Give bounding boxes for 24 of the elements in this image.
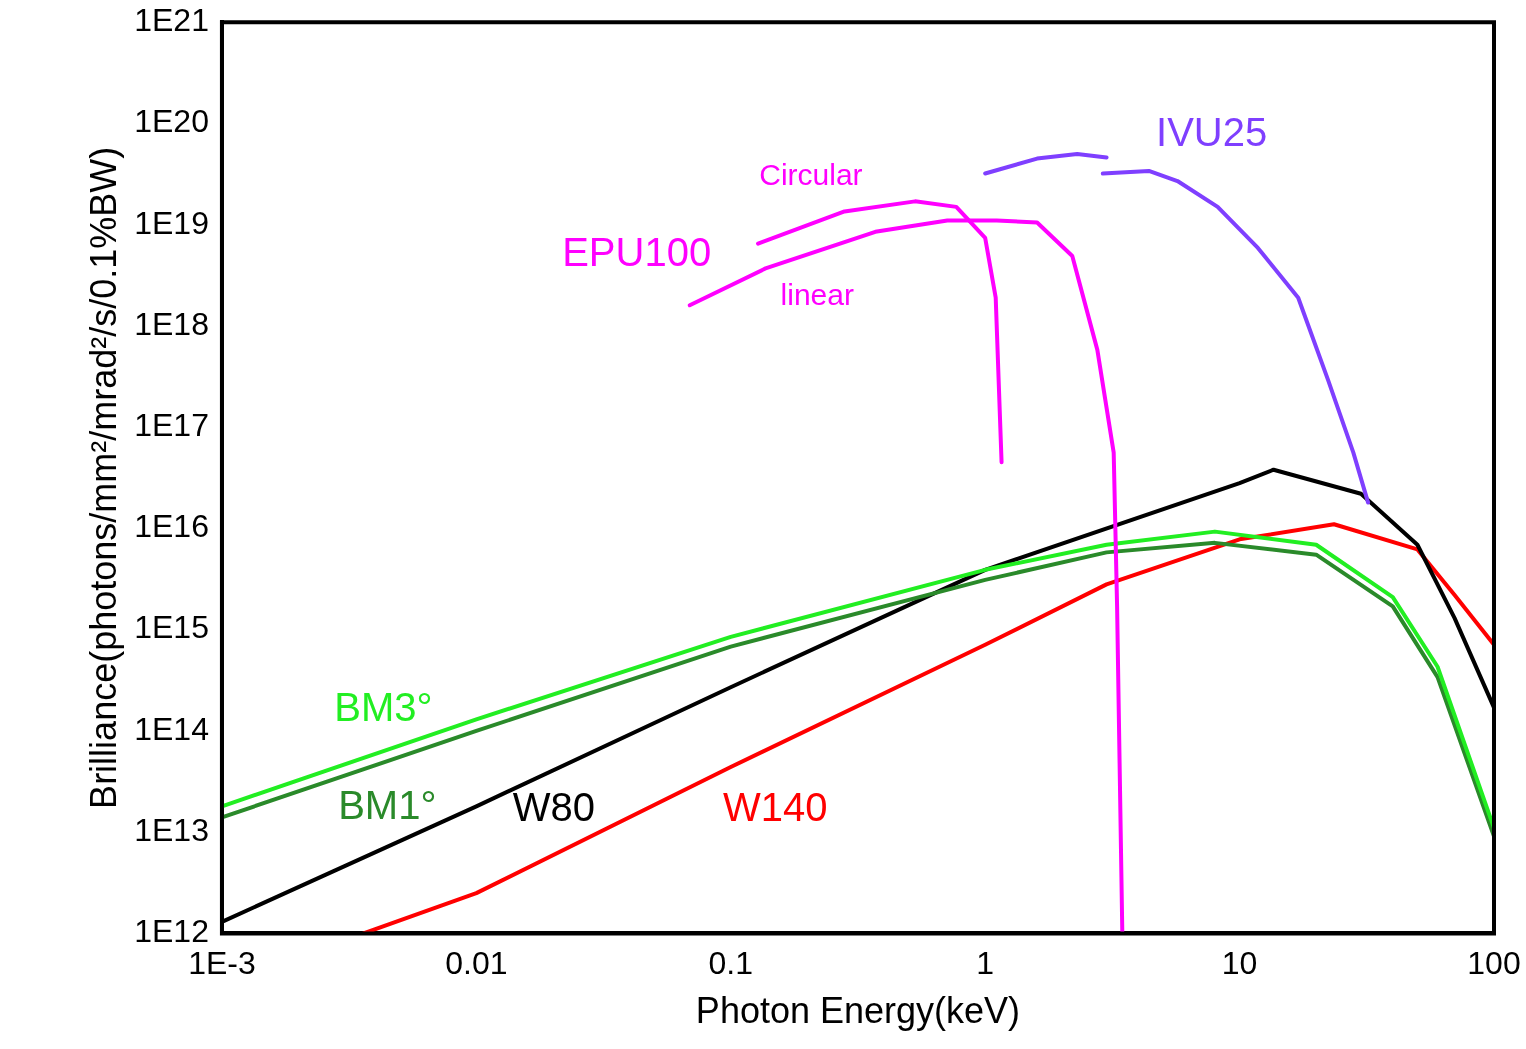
y-tick-label: 1E13 <box>134 811 209 848</box>
series-label: W80 <box>512 785 596 830</box>
series-label: BM1° <box>338 782 437 827</box>
annotation: EPU100 <box>562 230 712 275</box>
y-tick-label: 1E15 <box>134 609 209 646</box>
x-tick-label: 1 <box>976 945 995 982</box>
series-label: Circular <box>759 158 863 192</box>
series-label: IVU25 <box>1156 110 1268 155</box>
y-axis-title: Brilliance(photons/mm²/mrad²/s/0.1%BW) <box>82 146 124 809</box>
y-tick-label: 1E14 <box>134 710 209 747</box>
x-tick-label: 10 <box>1221 945 1258 982</box>
x-tick-label: 0.1 <box>708 945 753 982</box>
series-label: W140 <box>723 785 828 830</box>
x-axis-title: Photon Energy(keV) <box>695 990 1021 1032</box>
x-tick-label: 100 <box>1467 945 1521 982</box>
y-tick-label: 1E21 <box>134 2 209 39</box>
y-tick-label: 1E19 <box>134 204 209 241</box>
y-tick-label: 1E16 <box>134 508 209 545</box>
series-label: BM3° <box>334 685 433 730</box>
y-tick-label: 1E17 <box>134 407 209 444</box>
series-label: linear <box>780 277 854 311</box>
x-tick-label: 0.01 <box>445 945 508 982</box>
y-tick-label: 1E18 <box>134 305 209 342</box>
y-tick-label: 1E20 <box>134 103 209 140</box>
